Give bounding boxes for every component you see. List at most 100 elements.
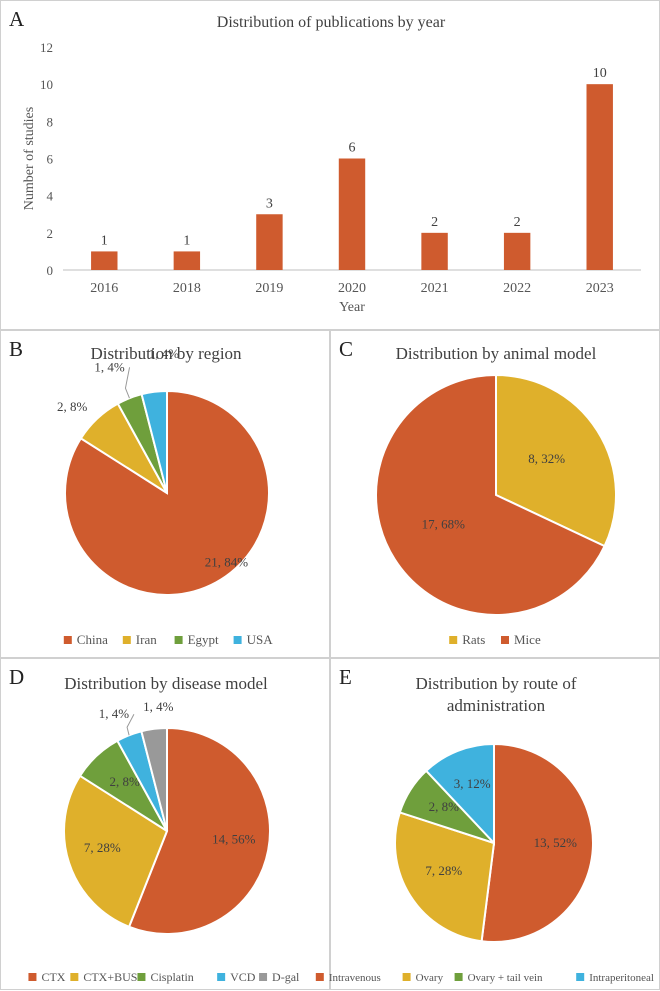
panel-label-e: E [339,665,352,689]
y-tick-label: 10 [40,77,53,92]
chart-title: Distribution by region [90,344,242,363]
legend-label: Rats [462,632,485,647]
chart-title: administration [447,696,546,715]
y-axis-label: Number of studies [22,107,37,210]
panel-a: A Distribution of publications by year 0 2… [0,0,660,330]
chart-title: Distribution by disease model [64,674,268,693]
x-tick-label: 2023 [586,281,614,296]
bar [338,158,366,270]
legend-swatch [174,636,183,644]
pie-chart-animal-model: Distribution by animal model 8, 32% 17, 68… [375,344,617,647]
y-tick-label: 8 [47,114,54,129]
panel-b: B Distribution by region 21, 84% 2, 8% 1, 4… [0,330,330,658]
legend-swatch [28,973,37,981]
slice-data-label: 7, 28% [425,863,462,878]
bar-data-label: 10 [593,66,607,81]
x-axis-label: Year [339,300,365,315]
legend-swatch [63,636,72,644]
pie-slice [63,774,169,929]
legend-swatch [122,636,131,644]
legend-swatch [217,973,226,981]
chart-title: Distribution of publications by year [217,14,446,31]
x-tick-label: 2022 [503,281,531,296]
legend-swatch [233,636,242,644]
legend-swatch [137,973,146,981]
legend-swatch [70,973,79,981]
x-tick-label: 2016 [90,281,118,296]
leader-line [126,713,135,736]
slice-data-label: 13, 52% [534,835,578,850]
legend-label: Iran [136,632,157,647]
x-tick-label: 2021 [421,281,449,296]
legend-label: Ovary [416,972,444,984]
slice-data-label: 1, 4% [94,359,125,374]
pie-slice [424,742,495,846]
y-tick-label: 12 [40,40,53,55]
panel-label-c: C [339,337,354,361]
slice-data-label: 14, 56% [212,832,256,847]
slice-data-label: 2, 8% [429,799,460,814]
chart-title: Distribution by animal model [396,344,597,363]
pie-chart-route: Distribution by route of administration 13… [315,674,654,984]
x-tick-label: 2019 [255,281,283,296]
bar-data-label: 6 [349,141,356,156]
bar [503,232,531,270]
chart-title: Distribution by route of [415,674,576,693]
legend-label: USA [247,632,274,647]
slice-data-label: 17, 68% [422,516,466,531]
pie-slice [140,389,168,494]
pie-chart-disease-model: Distribution by disease model 14, 56% 7, 2… [28,674,300,984]
legend-label: CTX+BUS [83,970,137,984]
legend-swatch [402,973,411,981]
legend-label: CTX [41,970,65,984]
panel-label-d: D [9,665,25,689]
y-tick-label: 0 [47,263,54,278]
slice-data-label: 1, 4% [143,699,174,714]
bar-data-label: 3 [266,196,273,211]
legend-label: China [77,632,108,647]
x-tick-label: 2018 [173,281,201,296]
y-tick-label: 4 [47,189,54,204]
bar-data-label: 2 [514,215,521,230]
bar [256,214,283,270]
pie-slice [375,373,606,616]
legend-label: Intraperitoneal [589,972,654,984]
legend-label: Cisplatin [150,970,193,984]
bar [91,251,118,270]
pie-slice [480,742,594,943]
bar-data-label: 1 [183,233,190,248]
pie-chart-region: Distribution by region 21, 84% 2, 8% 1, 4% 1… [57,344,274,647]
pie-slice [394,811,496,943]
legend-swatch [454,973,463,981]
legend-swatch [449,636,458,644]
pie-slice [127,726,271,935]
slice-data-label: 3, 12% [454,776,491,791]
legend-label: Mice [514,632,541,647]
pie-slice [140,726,168,832]
pie-slice [495,373,617,548]
legend-swatch [315,973,324,981]
legend-label: D-gal [272,970,300,984]
bar [173,251,201,270]
legend-label: Intravenous [329,972,381,984]
slice-data-label: 2, 8% [110,774,141,789]
panel-label-a: A [9,7,25,31]
panel-c: C Distribution by animal model 8, 32% 17, … [330,330,660,658]
slice-data-label: 1, 4% [149,346,180,361]
y-tick-label: 6 [47,152,54,167]
panel-d: D Distribution by disease model 14, 56% 7,… [0,658,330,990]
bar-data-label: 2 [431,215,438,230]
slice-data-label: 21, 84% [205,555,249,570]
legend-label: VCD [230,970,256,984]
bar [586,84,613,271]
legend-label: Egypt [188,632,219,647]
x-tick-label: 2020 [338,281,366,296]
legend-label: Ovary + tail vein [468,972,543,984]
slice-data-label: 2, 8% [57,399,88,414]
bar-data-label: 1 [101,233,108,248]
panel-label-b: B [9,337,24,361]
bar [421,232,448,270]
legend-swatch [576,973,585,981]
slice-data-label: 7, 28% [84,840,121,855]
slice-data-label: 8, 32% [528,451,565,466]
